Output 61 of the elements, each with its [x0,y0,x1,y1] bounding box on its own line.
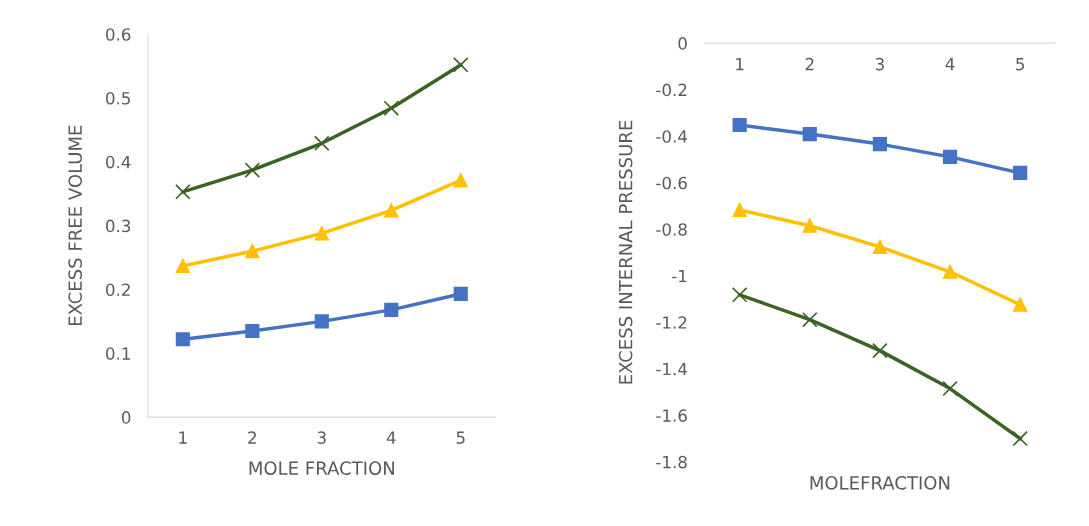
y-tick-label: 0.5 [106,91,130,105]
y-axis-title: EXCESS FREE VOLUME [68,125,82,325]
point [802,311,818,328]
x-tick-label: 4 [386,431,396,444]
point [384,203,399,218]
point [314,314,329,329]
y-tick-label: 0 [121,411,131,424]
y-tick-label: 0 [678,37,687,50]
y-tick-label: 0.6 [106,28,131,41]
x-tick-label: 1 [736,58,744,71]
y-tick-label: 0.3 [106,219,131,233]
x-tick-label: 2 [805,57,814,71]
point [802,218,817,233]
x-tick-label: 2 [248,431,256,444]
point [453,286,468,302]
point [383,100,400,117]
y-tick-label: -1.8 [656,455,687,469]
point [175,258,190,273]
point [1013,297,1028,312]
x-tick-label: 5 [456,431,465,444]
point [175,184,191,200]
point [802,126,817,142]
point [314,226,329,241]
point [872,239,887,254]
y-tick-label: -1.4 [656,362,687,376]
x-tick-label: 5 [1016,58,1025,71]
y-tick-label: -0.4 [656,130,687,143]
point [872,342,888,359]
x-tick-label: 3 [317,431,326,444]
x-tick-label: 3 [875,57,884,71]
y-tick-label: 0.2 [106,283,130,297]
point [452,57,469,73]
point [942,380,958,397]
y-tick-label: -0.2 [656,83,687,97]
y-tick-label: -1.2 [656,316,687,329]
point [314,135,330,152]
point [1012,430,1028,447]
point [732,117,747,133]
x-tick-label: 1 [179,431,187,444]
point [175,332,190,347]
y-tick-label: -0.6 [656,176,687,190]
y-tick-label: 0.4 [106,155,131,169]
point [384,302,399,317]
y-tick-label: -0.8 [656,223,687,236]
x-axis-title: MOLEFRACTION [810,476,950,490]
y-tick-label: -1 [672,269,687,283]
point [245,323,260,339]
point [872,136,887,152]
x-axis-title: MOLE FRACTION [249,461,394,475]
point [1013,165,1028,181]
y-tick-label: 0.1 [106,347,130,360]
point [942,264,958,279]
point [453,173,468,188]
point [732,202,747,217]
point [942,149,958,164]
point [245,244,260,259]
point [244,162,261,178]
y-axis-title: EXCESS INTERNAL PRESSURE [618,120,633,384]
x-tick-label: 4 [945,58,955,71]
y-tick-label: -1.6 [656,409,687,422]
point [731,287,748,303]
